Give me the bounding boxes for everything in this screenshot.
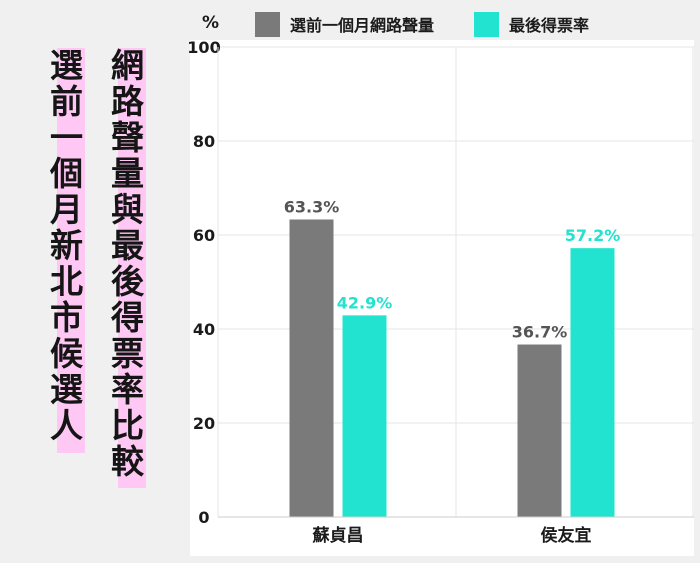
title-char: 北 [50,262,83,301]
legend-swatch-series-2 [474,11,500,37]
title-char: 最 [111,226,144,265]
title-line-1: 選前一個月新北市候選人 [50,48,83,444]
title-char: 市 [50,298,83,337]
title-char: 聲 [111,118,144,157]
title-char: 人 [50,406,83,445]
title-char: 選 [50,370,83,409]
title-char: 候 [50,334,83,373]
title-char: 路 [111,82,144,121]
data-label: 42.9% [337,293,393,312]
title-char: 較 [111,442,144,481]
legend-swatch-series-1 [255,11,280,37]
legend-label-series-1: 選前一個月網路聲量 [290,16,435,35]
title-char: 前 [50,82,83,121]
title-highlight-right [118,48,146,488]
x-tick-label: 蘇貞昌 [312,525,364,546]
title-char: 率 [111,370,144,409]
legend: 選前一個月網路聲量 最後得票率 [255,11,629,37]
data-label: 63.3% [284,197,340,216]
title-char: 新 [50,226,83,265]
title-char: 比 [111,406,144,445]
legend-label-series-2: 最後得票率 [509,16,590,35]
title-char: 量 [111,154,144,193]
y-tick-label: 80 [193,132,215,151]
y-unit-label: % [202,13,220,33]
bar [517,344,562,517]
x-tick-label: 侯友宜 [541,525,592,546]
y-tick-label: 60 [193,226,215,245]
title-char: 網 [111,46,144,85]
title-char: 選 [50,46,83,85]
title-char: 票 [111,334,144,373]
data-label: 57.2% [565,226,621,245]
y-tick-label: 20 [193,414,215,433]
title-char: 月 [50,190,83,229]
title-line-2: 網路聲量與最後得票率比較 [111,48,144,480]
bar [342,315,387,517]
y-tick-label: 100 [187,38,220,57]
data-label: 36.7% [512,323,568,342]
title-char: 與 [111,190,144,229]
y-tick-label: 40 [193,320,215,339]
title-char: 後 [111,262,144,301]
title-char: 一 [50,118,83,157]
title-char: 個 [50,154,83,193]
y-tick-label: 0 [198,508,209,527]
bar [570,248,615,517]
title-char: 得 [111,298,144,337]
title-highlight-left [57,48,85,453]
bar [289,219,334,518]
